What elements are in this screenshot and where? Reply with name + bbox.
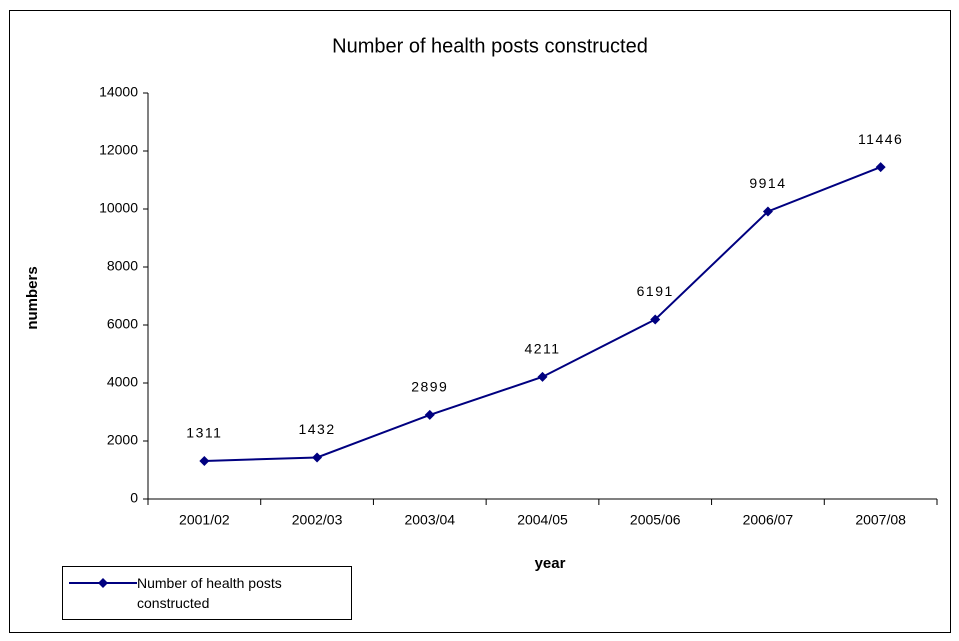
chart-title: Number of health posts constructed — [332, 35, 648, 57]
y-tick-label: 0 — [130, 490, 138, 506]
y-tick-label: 4000 — [107, 374, 138, 390]
legend-label: Number of health posts constructed — [137, 575, 282, 611]
x-tick-label: 2007/08 — [855, 512, 906, 528]
y-axis-label: numbers — [24, 266, 41, 329]
x-tick-label: 2006/07 — [743, 512, 794, 528]
data-label: 1311 — [186, 425, 222, 441]
marker — [875, 162, 886, 173]
data-label: 9914 — [749, 175, 786, 191]
data-label: 2899 — [411, 379, 448, 395]
chart-border — [9, 10, 951, 633]
marker — [424, 409, 435, 420]
x-tick-label: 2001/02 — [179, 512, 230, 528]
x-tick-label: 2002/03 — [292, 512, 343, 528]
legend-symbol — [69, 578, 137, 588]
x-axis-label: year — [535, 555, 566, 572]
x-tick-label: 2004/05 — [517, 512, 568, 528]
marker — [650, 314, 661, 325]
marker — [199, 455, 210, 466]
data-label: 4211 — [524, 341, 560, 357]
y-tick-label: 2000 — [107, 432, 138, 448]
marker — [762, 206, 773, 217]
y-tick-label: 12000 — [99, 142, 138, 158]
data-label: 6191 — [637, 283, 674, 299]
x-tick-label: 2005/06 — [630, 512, 681, 528]
x-tick-label: 2003/04 — [404, 512, 455, 528]
y-tick-label: 10000 — [99, 200, 138, 216]
legend-marker — [98, 578, 108, 588]
data-label: 11446 — [858, 131, 903, 147]
data-label: 1432 — [298, 421, 335, 437]
y-tick-label: 8000 — [107, 258, 138, 274]
marker — [537, 371, 548, 382]
legend: Number of health posts constructed — [62, 566, 352, 620]
y-tick-label: 6000 — [107, 316, 138, 332]
marker — [312, 452, 323, 463]
y-tick-label: 14000 — [99, 84, 138, 100]
